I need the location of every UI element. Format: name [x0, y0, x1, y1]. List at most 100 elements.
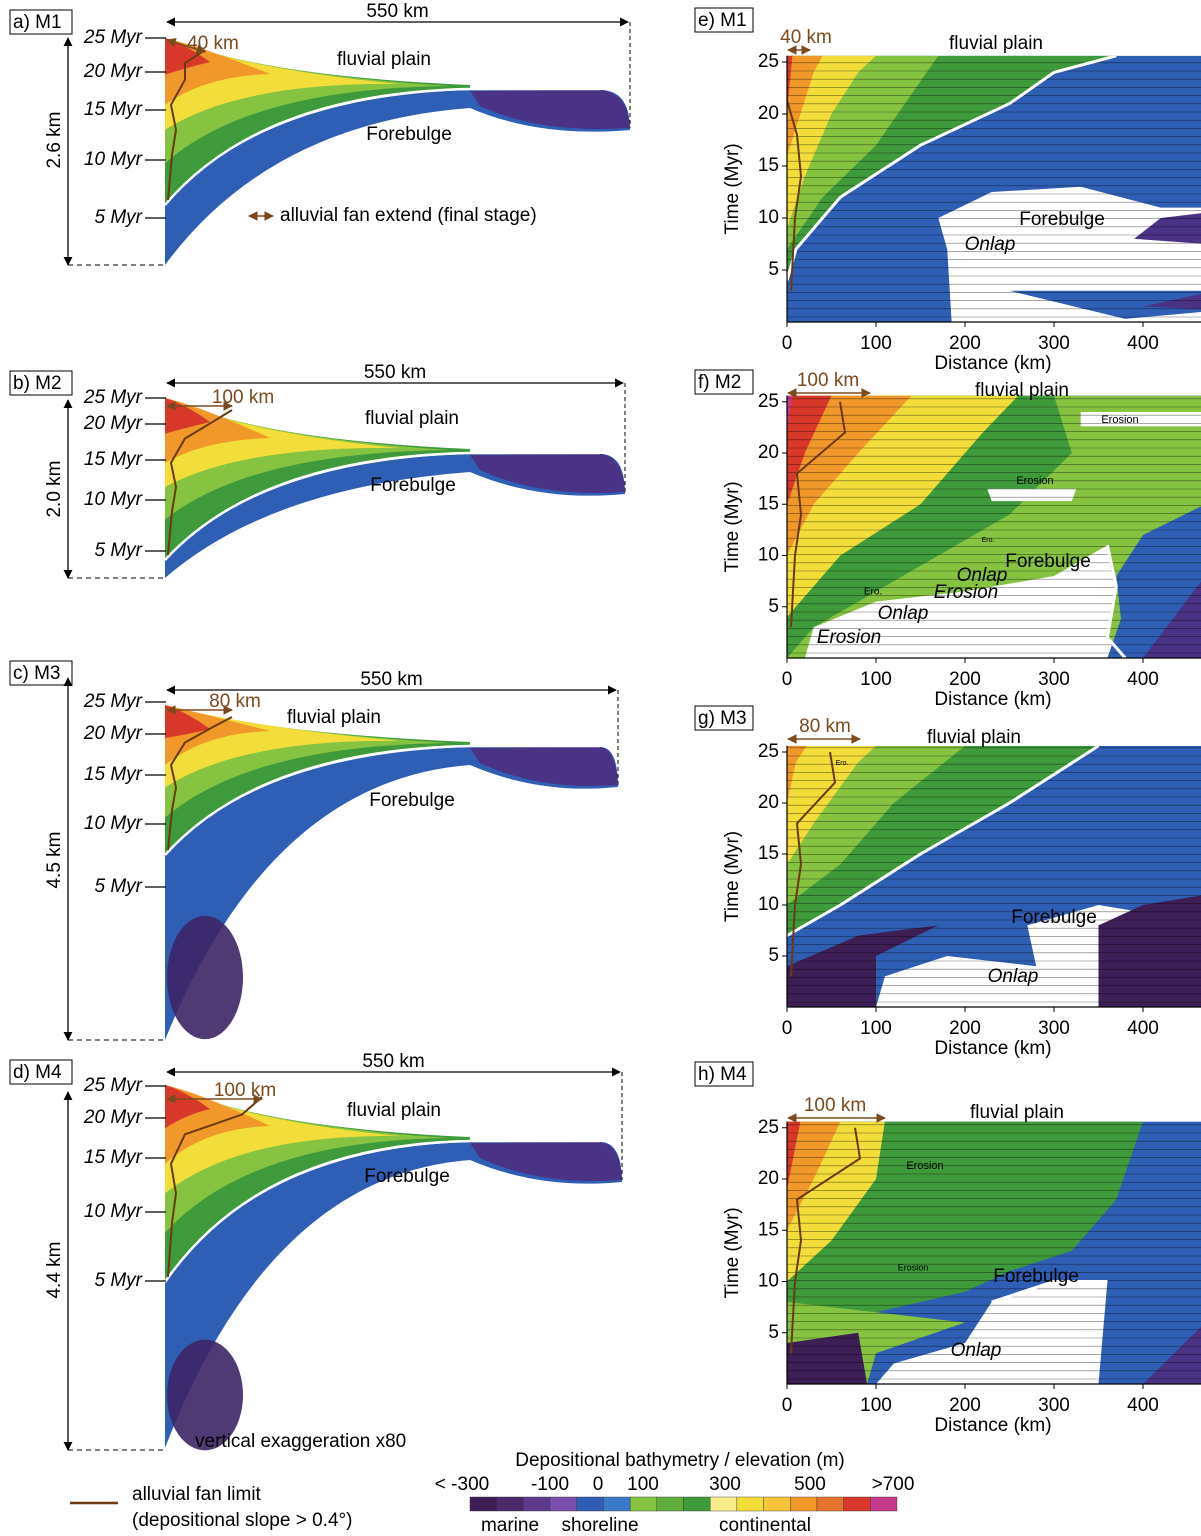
y-tick-label: 5 — [768, 1322, 779, 1343]
fan-limit — [167, 409, 233, 556]
fan-limit — [790, 401, 847, 628]
facies-region — [1143, 1326, 1201, 1384]
y-tick-label: 15 — [758, 155, 779, 176]
facies-region — [876, 905, 1161, 1007]
age-label: 15 Myr — [84, 1147, 143, 1168]
panel-label-box — [694, 369, 754, 395]
y-tick-label: 10 — [758, 207, 779, 228]
colorbar-cell — [683, 1496, 711, 1512]
x-tick-label: 0 — [782, 333, 793, 354]
y-axis-title: Time (Myr) — [722, 1207, 743, 1298]
colorbar-label: 500 — [794, 1474, 826, 1495]
thickness-label: 2.6 km — [44, 111, 65, 168]
facies-region — [787, 55, 823, 156]
y-tick-label: 20 — [758, 442, 779, 463]
wheeler-diagram — [787, 1121, 1201, 1384]
fan-extent-label: 100 km — [804, 1095, 866, 1116]
colorbar-group: continental — [719, 1515, 811, 1536]
fluvial-label: fluvial plain — [337, 49, 431, 70]
colorbar-label: 300 — [709, 1474, 741, 1495]
legend-text: alluvial fan limit — [132, 1484, 262, 1505]
colorbar-label: -100 — [531, 1474, 569, 1495]
x-tick-label: 400 — [1127, 1018, 1159, 1039]
y-tick-label: 5 — [768, 945, 779, 966]
panel-label: b) M2 — [13, 373, 62, 394]
panel-label: h) M4 — [698, 1064, 747, 1085]
facies-region — [1134, 213, 1201, 244]
fan-legend-text: alluvial fan extend (final stage) — [280, 205, 537, 226]
fan-limit — [167, 49, 206, 201]
forebulge-label: Forebulge — [1005, 551, 1091, 572]
panel-label: e) M1 — [698, 10, 747, 31]
x-tick-label: 100 — [860, 669, 892, 690]
x-axis-title: Distance (km) — [934, 353, 1051, 374]
deep-marine — [167, 915, 243, 1040]
y-axis-title: Time (Myr) — [722, 481, 743, 572]
x-tick-label: 300 — [1038, 669, 1070, 690]
thickness-label: 4.5 km — [44, 831, 65, 888]
facies-region — [1009, 290, 1201, 319]
y-axis-title: Time (Myr) — [722, 831, 743, 922]
x-tick-label: 200 — [949, 1395, 981, 1416]
colorbar-group: marine — [481, 1515, 539, 1536]
age-label: 5 Myr — [95, 540, 143, 561]
panel-label-box — [9, 660, 73, 686]
facies-region — [787, 55, 793, 114]
forebulge-basin — [470, 747, 618, 787]
length-label: 550 km — [364, 362, 426, 383]
facies-region — [787, 1332, 868, 1384]
fluvial-label: fluvial plain — [927, 727, 1021, 748]
shoreline — [163, 1139, 600, 1283]
note: Onlap — [957, 565, 1008, 586]
age-label: 20 Myr — [83, 61, 143, 82]
fluvial-label: fluvial plain — [347, 1100, 441, 1121]
note: Onlap — [951, 1340, 1002, 1361]
deep-marine — [167, 1339, 243, 1451]
colorbar-label: 0 — [593, 1474, 604, 1495]
fan-limit — [167, 716, 233, 851]
colorbar-cell — [763, 1496, 791, 1512]
facies-region — [787, 55, 876, 229]
y-tick-label: 5 — [768, 259, 779, 280]
x-tick-label: 200 — [949, 333, 981, 354]
facies-region — [787, 745, 807, 803]
marine-body — [165, 90, 630, 265]
forebulge-basin — [470, 90, 630, 130]
forebulge-label: Forebulge — [1011, 907, 1097, 928]
marine-body — [165, 747, 618, 1040]
age-label: 10 Myr — [84, 149, 143, 170]
fan-extent-label: 100 km — [214, 1080, 276, 1101]
x-tick-label: 400 — [1127, 669, 1159, 690]
facies-region — [787, 745, 876, 865]
forebulge-label: Forebulge — [1019, 209, 1105, 230]
forebulge-label: Forebulge — [369, 790, 455, 811]
y-tick-label: 10 — [758, 545, 779, 566]
forebulge-label: Forebulge — [370, 475, 456, 496]
facies-region — [1143, 293, 1201, 310]
x-tick-label: 400 — [1127, 333, 1159, 354]
marine-body — [165, 454, 625, 578]
facies-region — [987, 488, 1077, 502]
panel-label: c) M3 — [13, 663, 61, 684]
fan-limit — [787, 96, 803, 291]
colorbar-cell — [816, 1496, 844, 1512]
panel-label-box — [9, 370, 73, 396]
x-axis-title: Distance (km) — [934, 689, 1051, 710]
x-tick-label: 0 — [782, 1395, 793, 1416]
forebulge-label: Forebulge — [364, 1166, 450, 1187]
age-label: 20 Myr — [83, 413, 143, 434]
y-tick-label: 15 — [758, 1219, 779, 1240]
x-tick-label: 0 — [782, 669, 793, 690]
x-tick-label: 100 — [860, 333, 892, 354]
legend-text: (depositional slope > 0.4°) — [132, 1510, 352, 1531]
y-tick-label: 25 — [758, 1117, 779, 1138]
note: Erosion — [1016, 475, 1053, 487]
shoreline — [787, 55, 1117, 281]
wheeler-diagram — [787, 55, 1201, 322]
forebulge-label: Forebulge — [993, 1266, 1079, 1287]
age-label: 10 Myr — [84, 813, 143, 834]
fan-limit — [790, 1127, 862, 1354]
colorbar-cell — [603, 1496, 631, 1512]
